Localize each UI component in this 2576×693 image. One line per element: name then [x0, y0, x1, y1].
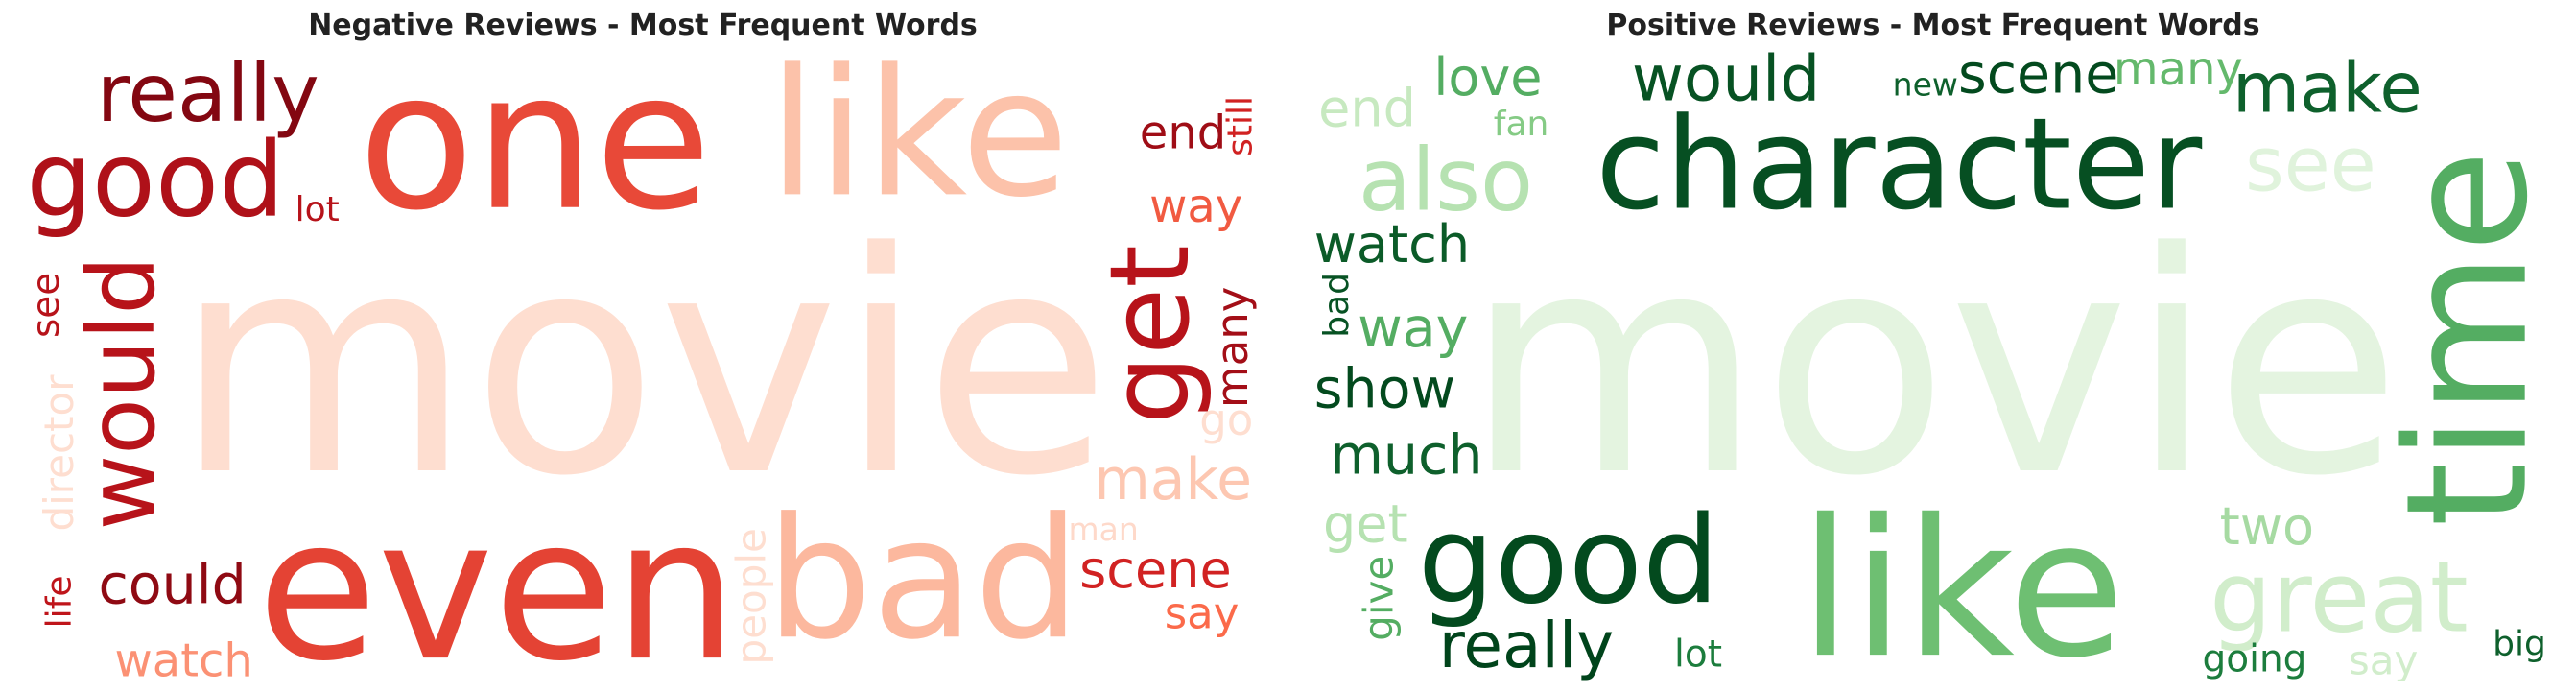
negative-wordcloud-panel: Negative Reviews - Most Frequent Words m… [0, 0, 1286, 693]
word-way: way [1149, 179, 1242, 233]
word-end: end [1140, 107, 1226, 160]
word-would: would [68, 256, 176, 531]
word-bad: bad [1317, 273, 1357, 338]
word-bad: bad [766, 482, 1080, 677]
word-like: like [1799, 478, 2124, 681]
word-would: would [1632, 48, 1820, 115]
word-one: one [358, 48, 711, 252]
word-say: say [2349, 637, 2418, 681]
word-go: go [1199, 394, 1253, 445]
word-still: still [1220, 96, 1260, 156]
word-make: make [2233, 48, 2422, 129]
word-show: show [1314, 357, 1455, 420]
word-really: really [97, 48, 319, 140]
word-get: get [1323, 493, 1408, 554]
word-watch: watch [115, 633, 253, 681]
word-love: love [1433, 48, 1542, 108]
word-see: see [2245, 123, 2376, 209]
word-going: going [2203, 637, 2307, 681]
word-lot: lot [1674, 633, 1722, 676]
word-character: character [1595, 91, 2203, 239]
negative-chart-title: Negative Reviews - Most Frequent Words [308, 9, 978, 42]
word-could: could [98, 553, 246, 616]
word-also: also [1359, 130, 1533, 230]
word-even: even [257, 477, 738, 681]
word-good: good [1418, 490, 1719, 631]
word-scene: scene [1958, 48, 2118, 107]
word-watch: watch [1314, 214, 1470, 275]
word-new: new [1893, 65, 1958, 103]
word-movie: movie [175, 187, 1112, 542]
word-great: great [2210, 540, 2469, 655]
word-like: like [768, 48, 1070, 236]
word-make: make [1094, 446, 1252, 514]
word-see: see [25, 273, 68, 338]
word-life: life [40, 576, 80, 629]
word-man: man [1069, 511, 1139, 548]
word-many: many [2114, 48, 2243, 96]
word-get: get [1086, 245, 1214, 424]
positive-wordcloud-panel: Positive Reviews - Most Frequent Words m… [1290, 0, 2576, 693]
word-people: people [727, 528, 774, 664]
positive-chart-title: Positive Reviews - Most Frequent Words [1606, 9, 2260, 42]
word-time: time [2371, 150, 2557, 527]
word-big: big [2493, 625, 2546, 664]
word-give: give [1356, 556, 1403, 641]
word-much: much [1330, 424, 1482, 488]
word-director: director [35, 374, 83, 532]
word-way: way [1358, 297, 1468, 360]
word-many: many [1207, 287, 1258, 409]
word-really: really [1439, 609, 1614, 681]
word-scene: scene [1079, 539, 1232, 600]
word-lot: lot [295, 190, 340, 229]
word-good: good [26, 120, 284, 240]
word-end: end [1318, 79, 1416, 139]
word-movie: movie [1465, 187, 2402, 542]
word-say: say [1165, 587, 1240, 638]
word-two: two [2220, 496, 2314, 557]
word-fan: fan [1494, 105, 1549, 144]
